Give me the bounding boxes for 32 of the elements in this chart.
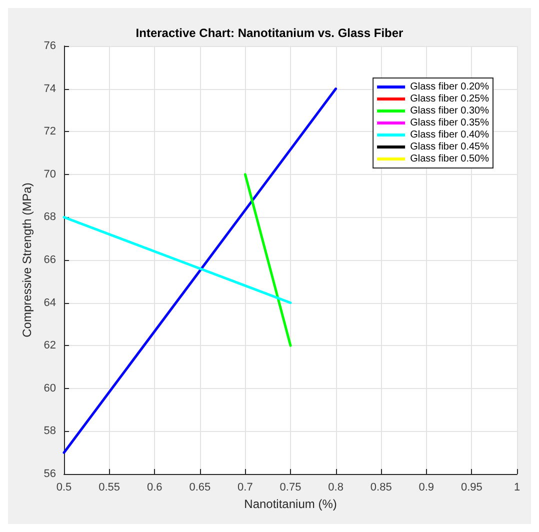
y-tick-label: 58 xyxy=(44,425,56,438)
x-tick-label: 0.65 xyxy=(189,482,211,494)
legend-label: Glass fiber 0.20% xyxy=(410,82,490,92)
x-tick-label: 0.9 xyxy=(418,482,434,494)
x-tick-label: 0.95 xyxy=(460,482,482,494)
y-tick-label: 56 xyxy=(44,468,56,480)
y-tick-label: 66 xyxy=(44,254,56,266)
x-tick-label: 0.75 xyxy=(280,482,302,494)
chart-title: Interactive Chart: Nanotitanium vs. Glass Fiber xyxy=(136,26,404,40)
y-tick-label: 68 xyxy=(44,211,56,224)
y-tick-label: 64 xyxy=(44,296,56,309)
legend-label: Glass fiber 0.50% xyxy=(410,154,490,164)
y-tick-label: 72 xyxy=(44,126,56,138)
y-axis-title: Compressive Strength (MPa) xyxy=(20,182,34,338)
x-tick-label: 1 xyxy=(514,482,520,494)
x-tick-label: 0.55 xyxy=(98,482,120,494)
x-tick-label: 0.5 xyxy=(56,482,72,494)
legend-label: Glass fiber 0.30% xyxy=(410,106,490,116)
x-tick-label: 0.85 xyxy=(370,482,392,494)
x-axis-title: Nanotitanium (%) xyxy=(244,497,337,511)
y-tick-label: 60 xyxy=(44,382,56,394)
legend-label: Glass fiber 0.45% xyxy=(410,142,490,152)
y-tick-label: 76 xyxy=(44,40,56,52)
legend-label: Glass fiber 0.35% xyxy=(410,118,490,128)
x-tick-label: 0.8 xyxy=(328,482,344,494)
y-tick-label: 74 xyxy=(44,82,56,95)
x-tick-label: 0.7 xyxy=(238,482,253,494)
y-tick-label: 70 xyxy=(44,168,56,180)
legend-label: Glass fiber 0.25% xyxy=(410,94,490,104)
x-tick-label: 0.6 xyxy=(146,482,162,494)
legend-label: Glass fiber 0.40% xyxy=(410,130,490,140)
y-tick-label: 62 xyxy=(44,340,56,352)
